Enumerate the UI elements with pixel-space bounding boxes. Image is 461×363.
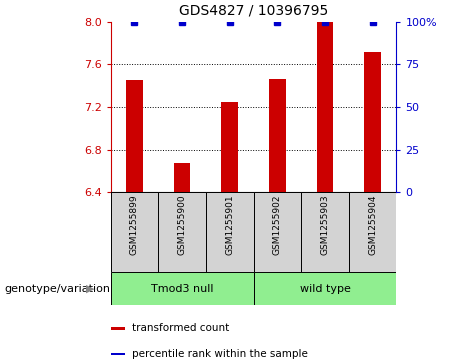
Bar	[111, 327, 125, 330]
Bar	[111, 272, 254, 305]
Bar	[317, 22, 333, 192]
Text: ▶: ▶	[86, 284, 94, 294]
Text: wild type: wild type	[300, 284, 350, 294]
Text: percentile rank within the sample: percentile rank within the sample	[132, 349, 308, 359]
Text: Tmod3 null: Tmod3 null	[151, 284, 213, 294]
Text: GSM1255899: GSM1255899	[130, 195, 139, 256]
Bar	[158, 192, 206, 272]
Bar	[221, 102, 238, 192]
Bar	[364, 52, 381, 192]
Text: GSM1255901: GSM1255901	[225, 195, 234, 256]
Bar	[111, 192, 158, 272]
Bar	[111, 352, 125, 355]
Text: GSM1255902: GSM1255902	[273, 195, 282, 255]
Bar	[349, 192, 396, 272]
Text: GSM1255903: GSM1255903	[320, 195, 330, 256]
Title: GDS4827 / 10396795: GDS4827 / 10396795	[179, 4, 328, 18]
Bar	[254, 192, 301, 272]
Bar	[269, 79, 286, 192]
Text: GSM1255900: GSM1255900	[177, 195, 187, 256]
Bar	[301, 192, 349, 272]
Text: transformed count: transformed count	[132, 323, 229, 334]
Bar	[254, 272, 396, 305]
Text: GSM1255904: GSM1255904	[368, 195, 377, 255]
Bar	[174, 163, 190, 192]
Text: genotype/variation: genotype/variation	[5, 284, 111, 294]
Bar	[126, 81, 143, 192]
Bar	[206, 192, 254, 272]
